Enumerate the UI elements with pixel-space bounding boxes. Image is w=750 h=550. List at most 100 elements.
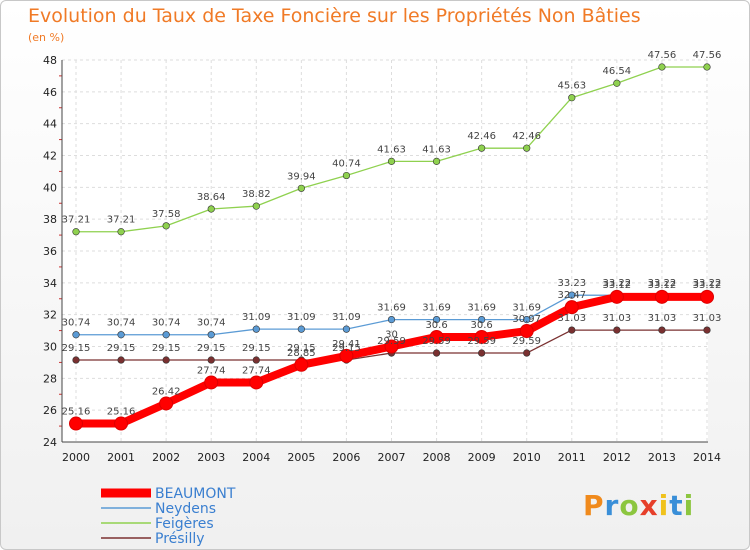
data-label: 42.46 (467, 131, 496, 142)
data-point (658, 63, 666, 71)
data-point (342, 171, 351, 180)
data-label: 31.09 (332, 312, 361, 323)
y-tick-label: 26 (43, 404, 57, 417)
data-label: 30.6 (425, 320, 447, 331)
data-label: 30.97 (512, 314, 541, 325)
y-tick-label: 46 (43, 86, 57, 99)
data-label: 31.09 (287, 312, 316, 323)
data-point (568, 326, 576, 334)
y-tick-label: 48 (43, 54, 57, 67)
data-point (69, 416, 83, 431)
data-point (297, 325, 305, 333)
x-tick-label: 2004 (242, 451, 270, 464)
data-label: 31.09 (242, 312, 271, 323)
data-label: 29.15 (332, 343, 361, 354)
data-label: 31.03 (603, 313, 632, 324)
legend-entry: Neydens (155, 501, 216, 517)
data-point (159, 396, 174, 411)
data-point (568, 291, 576, 299)
data-point (478, 144, 486, 152)
data-point (72, 228, 80, 236)
data-label: 33.12 (648, 280, 677, 291)
logo-letter: r (604, 489, 620, 522)
data-point (654, 289, 669, 304)
data-point (339, 348, 354, 363)
data-label: 41.63 (422, 144, 451, 155)
data-label: 29.15 (242, 343, 271, 354)
data-label: 31.69 (377, 303, 406, 314)
logo-letter: P (583, 489, 605, 522)
data-point (432, 316, 441, 324)
data-point (204, 375, 219, 390)
data-label: 29.15 (197, 343, 226, 354)
data-point (564, 300, 579, 315)
data-point (342, 325, 351, 333)
data-label: 32.47 (557, 290, 586, 301)
data-point (519, 324, 534, 339)
data-point (700, 289, 714, 304)
unit-label: (en %) (28, 31, 65, 44)
data-label: 38.64 (197, 192, 226, 203)
data-point (384, 339, 399, 354)
data-point (117, 228, 125, 236)
data-point (703, 63, 711, 71)
data-label: 31.03 (648, 313, 677, 324)
x-tick-label: 2009 (468, 451, 496, 464)
y-tick-label: 40 (43, 181, 57, 194)
data-label: 31.69 (512, 303, 541, 314)
data-point (609, 289, 624, 304)
y-tick-label: 30 (43, 341, 57, 354)
data-point (297, 184, 305, 192)
data-label: 33.23 (557, 278, 586, 289)
y-tick-label: 44 (43, 118, 57, 131)
data-label: 33.22 (693, 278, 722, 289)
x-tick-label: 2001 (107, 451, 135, 464)
data-label: 37.21 (62, 215, 91, 226)
legend-entry: Présilly (155, 531, 205, 547)
data-label: 40.74 (332, 159, 361, 170)
logo-letter: t (669, 489, 684, 522)
data-label: 33.22 (648, 278, 677, 289)
data-label: 29.15 (107, 343, 136, 354)
data-point (162, 222, 170, 230)
data-point (252, 325, 260, 333)
x-tick-label: 2010 (513, 451, 541, 464)
data-point (294, 357, 309, 372)
data-label: 42.46 (512, 131, 541, 142)
x-tick-label: 2008 (423, 451, 451, 464)
y-tick-label: 24 (43, 436, 57, 449)
data-label: 29.15 (287, 343, 316, 354)
data-point (207, 205, 215, 213)
data-point (72, 356, 80, 364)
x-tick-label: 2000 (62, 451, 90, 464)
proxiti-logo: Proxiti (583, 489, 694, 522)
x-tick-label: 2007 (378, 451, 406, 464)
y-tick-label: 32 (43, 309, 57, 322)
data-point (162, 356, 170, 364)
data-label: 29.59 (377, 336, 406, 347)
logo-letter: i (683, 489, 695, 522)
data-point (252, 202, 260, 210)
x-tick-label: 2013 (648, 451, 676, 464)
data-point (72, 331, 80, 339)
data-label: 30.6 (471, 320, 493, 331)
y-tick-label: 42 (43, 150, 57, 163)
logo-letter: o (619, 489, 640, 522)
data-label: 29.15 (62, 343, 91, 354)
y-tick-label: 36 (43, 245, 57, 258)
data-point (429, 329, 444, 344)
data-point (474, 329, 489, 344)
data-point (432, 349, 441, 357)
legend-entry: BEAUMONT (155, 486, 236, 502)
data-point (207, 331, 215, 339)
data-label: 31.69 (467, 303, 496, 314)
data-point (478, 316, 486, 324)
data-point (162, 331, 170, 339)
data-point (703, 326, 711, 334)
data-label: 30.74 (197, 318, 226, 329)
logo-letter: i (658, 489, 670, 522)
plot-area (62, 60, 708, 442)
data-label: 30.74 (107, 318, 136, 329)
data-label: 30.74 (152, 318, 181, 329)
